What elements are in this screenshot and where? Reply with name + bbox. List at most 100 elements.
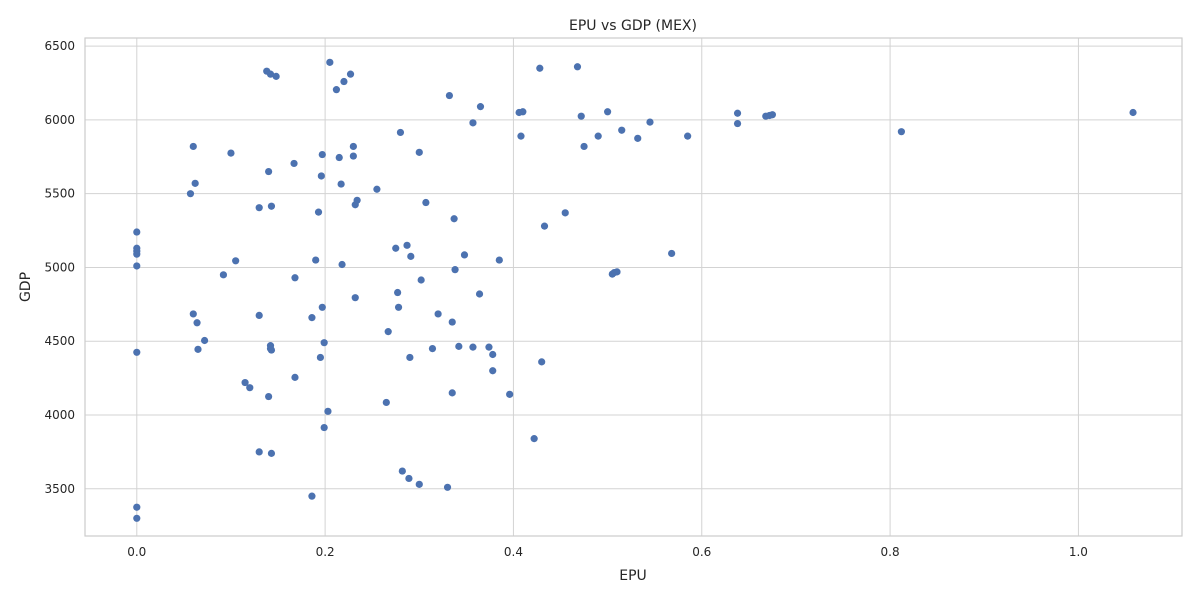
scatter-point [133, 348, 141, 356]
scatter-point [392, 244, 400, 252]
y-tick-label: 5000 [44, 260, 75, 274]
scatter-point [246, 384, 254, 392]
scatter-point [405, 474, 413, 483]
y-tick-labels: 3500 4000 4500 5000 5500 6000 6500 [44, 39, 75, 496]
scatter-point [540, 222, 549, 230]
scatter-point [267, 346, 276, 354]
scatter-point [193, 319, 201, 327]
scatter-point [618, 126, 626, 134]
scatter-point [326, 58, 334, 66]
scatter-point [450, 215, 458, 223]
scatter-point [272, 72, 280, 80]
y-tick-label: 6500 [44, 39, 75, 53]
scatter-point [291, 274, 299, 282]
scatter-point [604, 108, 612, 116]
scatter-point [241, 378, 249, 387]
scatter-point [373, 185, 381, 193]
scatter-point [422, 198, 430, 207]
scatter-point [267, 202, 276, 210]
scatter-point [382, 398, 390, 407]
scatter-point [317, 172, 325, 180]
scatter-point [291, 373, 299, 381]
x-tick-labels: 0.0 0.2 0.4 0.6 0.8 1.0 [127, 545, 1088, 559]
scatter-point [133, 262, 141, 270]
scatter-point [668, 249, 676, 258]
scatter-point [733, 109, 742, 117]
scatter-point [434, 310, 442, 318]
scatter-point [332, 86, 341, 94]
scatter-point [353, 196, 361, 204]
y-tick-label: 6000 [44, 113, 75, 127]
scatter-point [349, 142, 357, 151]
scatter-point [573, 63, 582, 71]
scatter-point [448, 318, 456, 326]
scatter-point [460, 251, 469, 259]
scatter-point [406, 353, 414, 362]
scatter-point [232, 257, 240, 265]
scatter-point [133, 503, 141, 511]
scatter-point [445, 91, 454, 100]
scatter-point [455, 342, 463, 350]
scatter-point [530, 435, 538, 443]
scatter-point [485, 343, 493, 351]
scatter-point [415, 148, 423, 156]
scatter-point [314, 208, 323, 216]
scatter-point [506, 390, 514, 398]
scatter-point [451, 266, 459, 274]
scatter-point [580, 142, 588, 151]
scatter-point [396, 128, 405, 137]
scatter-point [443, 483, 452, 491]
scatter-point [265, 392, 273, 401]
scatter-point [337, 180, 345, 188]
y-tick-label: 4000 [44, 408, 75, 422]
scatter-point [517, 132, 525, 140]
x-tick-label: 1.0 [1069, 545, 1088, 559]
scatter-point [646, 118, 654, 126]
scatter-point [536, 64, 544, 72]
data-points [133, 58, 1137, 522]
scatter-point [415, 480, 423, 488]
scatter-point [489, 367, 497, 375]
scatter-point [469, 343, 477, 351]
scatter-point [346, 70, 355, 78]
scatter-point [561, 209, 569, 217]
scatter-point [318, 303, 326, 311]
scatter-point [255, 311, 263, 320]
scatter-point [489, 350, 497, 359]
scatter-point [186, 190, 195, 198]
scatter-point [733, 119, 742, 128]
scatter-point [265, 167, 273, 176]
scatter-point [1129, 108, 1137, 117]
y-axis-label: GDP [18, 272, 34, 302]
scatter-point [312, 256, 320, 264]
scatter-point [394, 303, 403, 311]
scatter-point [191, 179, 199, 187]
scatter-point [324, 407, 332, 415]
scatter-point [335, 153, 343, 162]
scatter-point [475, 290, 484, 298]
scatter-point [384, 328, 392, 336]
scatter-point [320, 423, 328, 432]
y-tick-label: 3500 [44, 482, 75, 496]
x-tick-label: 0.0 [127, 545, 146, 559]
scatter-point [316, 353, 325, 362]
scatter-point [338, 260, 346, 269]
scatter-point [476, 103, 485, 111]
scatter-point [200, 336, 209, 345]
scatter-point [227, 149, 235, 157]
scatter-point [684, 132, 692, 140]
scatter-point [219, 271, 228, 279]
scatter-point [133, 250, 141, 258]
scatter-point [133, 228, 141, 236]
scatter-point [495, 256, 503, 264]
scatter-point [417, 276, 425, 284]
x-tick-label: 0.6 [692, 545, 711, 559]
scatter-point [394, 288, 402, 297]
scatter-point [351, 294, 359, 302]
scatter-point [349, 152, 357, 160]
scatter-point [428, 345, 437, 353]
scatter-point [308, 314, 316, 322]
scatter-point [768, 111, 776, 119]
